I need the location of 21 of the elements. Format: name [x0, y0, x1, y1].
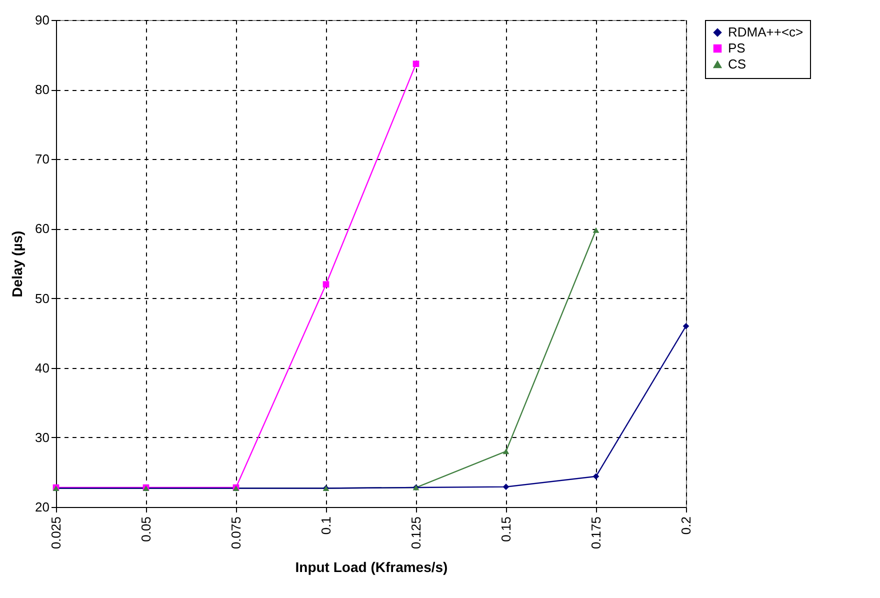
- x-tick-label: 0.075: [228, 516, 244, 550]
- legend-label: CS: [728, 56, 746, 72]
- x-tick-label: 0.175: [588, 516, 604, 550]
- x-tick-label: 0.05: [138, 516, 154, 542]
- x-tick-label: 0.125: [408, 516, 424, 550]
- legend-label: PS: [728, 40, 746, 56]
- y-tick-label: 50: [35, 290, 50, 306]
- legend-label: RDMA++<c>: [728, 24, 804, 40]
- y-tick-label: 20: [35, 500, 50, 514]
- x-axis-title: Input Load (Kframes/s): [295, 559, 448, 576]
- y-tick-label: 40: [35, 360, 50, 376]
- x-tick-label: 0.2: [678, 516, 694, 535]
- y-tick-label: 30: [35, 430, 50, 445]
- y-tick-label: 80: [35, 82, 50, 98]
- y-axis-title: Delay (µs): [9, 230, 26, 298]
- y-tick-label: 90: [35, 12, 50, 28]
- x-tick-label: 0.15: [498, 516, 514, 542]
- y-tick-label: 70: [35, 152, 50, 167]
- x-tick-label: 0.025: [48, 516, 64, 550]
- y-tick-label: 60: [35, 221, 50, 236]
- x-tick-label: 0.1: [318, 516, 334, 535]
